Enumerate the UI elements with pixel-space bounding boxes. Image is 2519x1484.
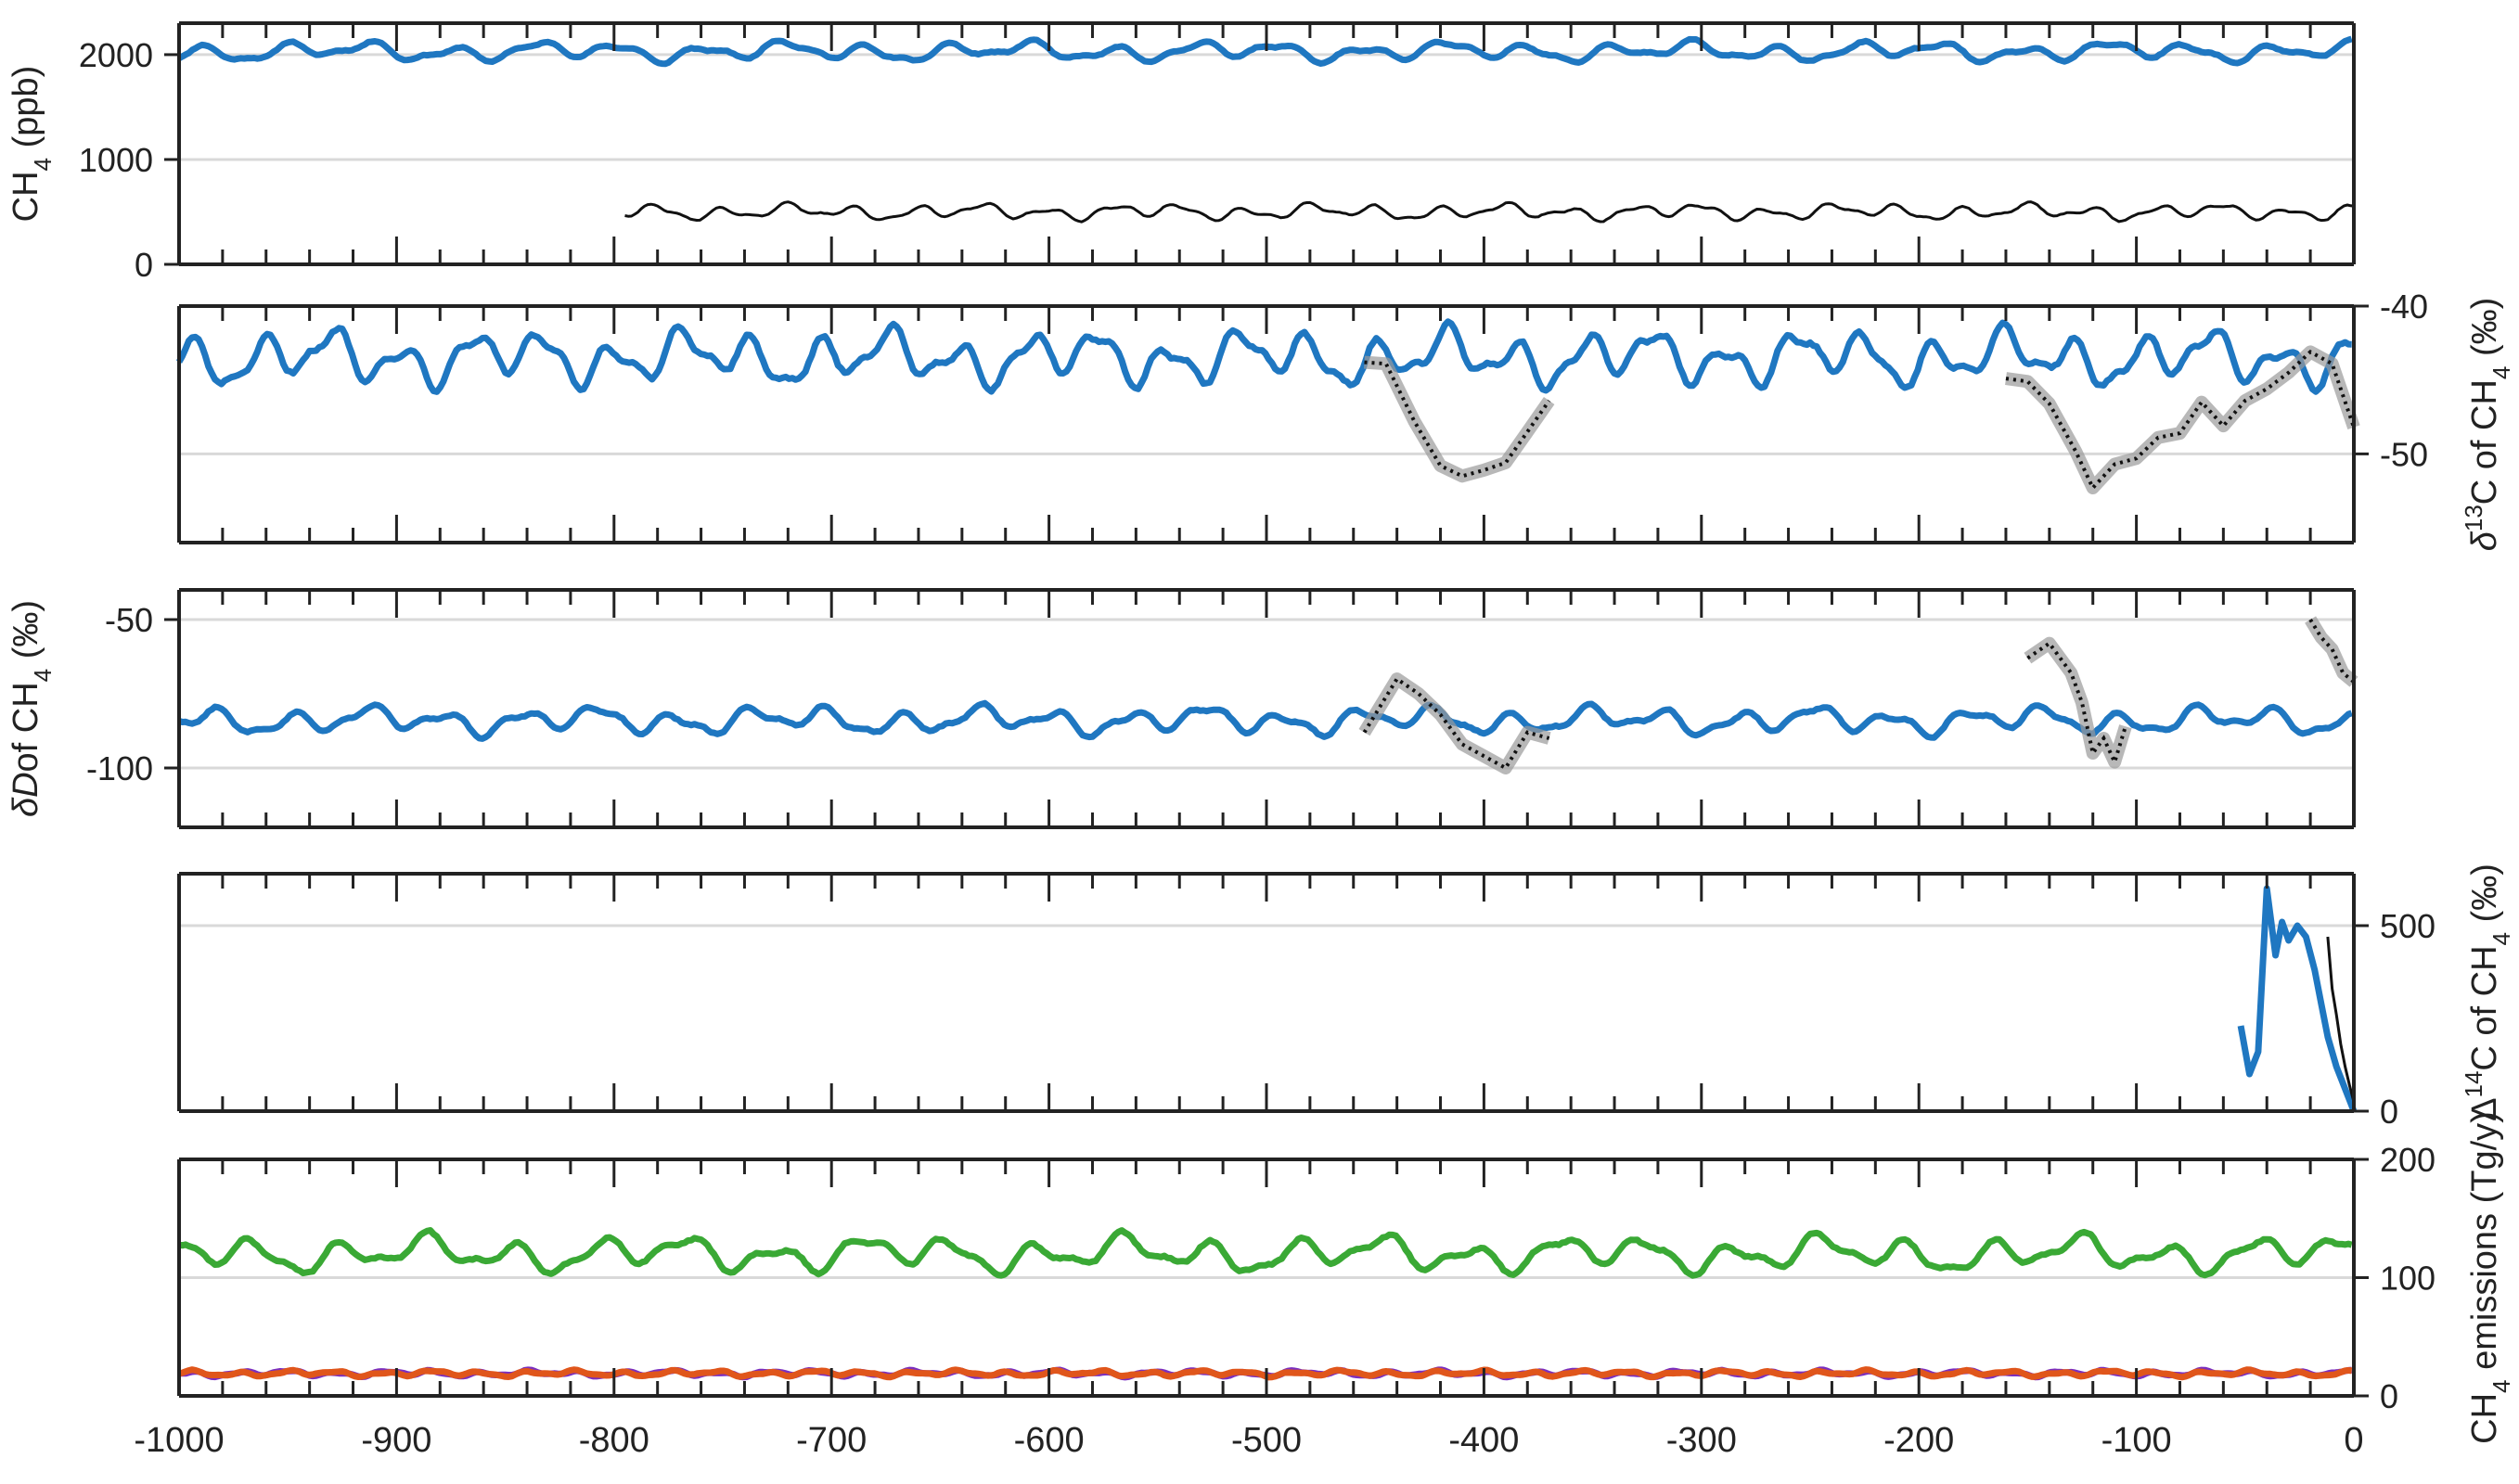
ytick-label-d13c-0: -50	[2380, 435, 2428, 473]
series-observations-d14c	[2326, 936, 2356, 1103]
ytick-label-dd-1: -50	[105, 601, 153, 639]
obs-series-d13c-1	[2005, 349, 2356, 492]
series-model-d13c	[175, 318, 2352, 395]
xtick-label-10: 0	[2344, 1421, 2363, 1460]
obs-series-d13c-0	[1364, 360, 1551, 479]
xtick-label-1: -900	[361, 1421, 431, 1460]
ylabel-d14c: Δ14C of CH4 (‰)	[2460, 864, 2515, 1121]
ytick-label-ch4-2: 2000	[79, 36, 153, 74]
ytick-label-d14c-1: 500	[2380, 907, 2435, 945]
obs-band-dd-1	[2024, 636, 2132, 769]
xtick-label-0: -1000	[134, 1421, 224, 1460]
panel-dd: -100 -50 δDof CH4 (‰)	[6, 588, 2358, 829]
ylabel-emissions: CH4 emissions (Tg/y)	[2465, 1111, 2515, 1444]
xtick-label-6: -400	[1448, 1421, 1519, 1460]
obs-band-dd-0	[1358, 672, 1551, 774]
ytick-label-ch4-1: 1000	[79, 141, 153, 179]
xtick-label-9: -100	[2101, 1421, 2172, 1460]
series-total_emissions-emissions	[178, 1227, 2353, 1279]
obs-series-dd-2	[2308, 618, 2356, 684]
ylabel-d13c: δ13C of CH4 (‰)	[2460, 298, 2515, 552]
ytick-label-dd-0: -100	[86, 749, 153, 787]
panel-d13c: -50 -40 δ13C of CH4 (‰)	[175, 288, 2515, 552]
ylabel-dd: δDof CH4 (‰)	[6, 600, 57, 817]
xtick-label-4: -600	[1014, 1421, 1085, 1460]
ytick-label-d14c-0: 0	[2380, 1093, 2398, 1131]
ylabel-ch4: CH4 (ppb)	[6, 66, 57, 223]
series-model-dd	[177, 699, 2353, 742]
ytick-label-emissions-0: 0	[2380, 1377, 2398, 1415]
series-model-d14c	[2237, 885, 2358, 1113]
obs-series-dd-1	[2026, 640, 2127, 768]
xtick-label-2: -800	[579, 1421, 649, 1460]
xtick-label-8: -200	[1883, 1421, 1954, 1460]
series-observations-ch4	[624, 200, 2355, 224]
ytick-label-emissions-1: 100	[2380, 1260, 2435, 1298]
ytick-label-d13c-1: -40	[2380, 288, 2428, 326]
ytick-label-emissions-2: 200	[2380, 1141, 2435, 1179]
panel-ch4: 0 1000 2000 CH4 (ppb)	[6, 21, 2356, 284]
panel-d14c: 0 500 Δ14C of CH4 (‰)	[177, 864, 2515, 1131]
xtick-label-5: -500	[1231, 1421, 1302, 1460]
xtick-label-7: -300	[1666, 1421, 1737, 1460]
ytick-label-ch4-0: 0	[135, 246, 153, 284]
panel-emissions: 0 100 200 CH4 emissions (Tg/y)	[177, 1111, 2515, 1444]
xtick-label-3: -700	[796, 1421, 867, 1460]
